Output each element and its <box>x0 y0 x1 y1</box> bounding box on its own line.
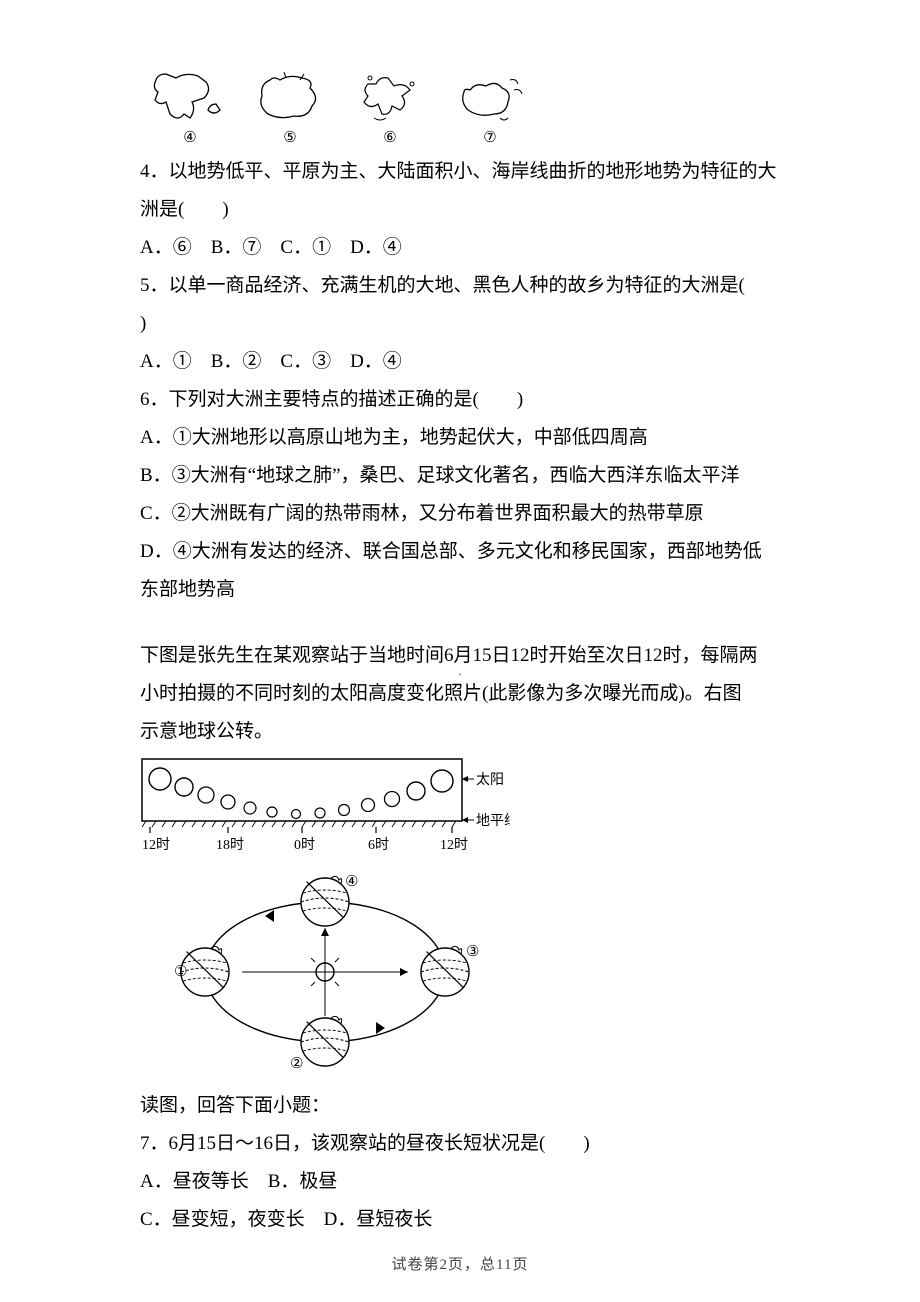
tick-1: 18时 <box>216 837 244 853</box>
earth-orbit-diagram: ① ④ ③ <box>170 872 780 1077</box>
tick-4: 12时 <box>440 837 468 853</box>
q7-row1: A．昼夜等长 B．极昼 <box>140 1163 780 1201</box>
q4-stem: 4．以地势低平、平原为主、大陆面积小、海岸线曲折的地形地势为特征的大洲是( ) <box>140 153 780 229</box>
q7-row2: C．昼变短，夜变长 D．昼短夜长 <box>140 1201 780 1239</box>
continent-7: ⑦ <box>450 70 530 147</box>
tick-3: 6时 <box>368 837 389 853</box>
sun-elevation-chart: 太阳 地平线 <box>140 757 780 862</box>
q6-stem: 6．下列对大洲主要特点的描述正确的是( ) <box>140 381 780 419</box>
q6-opt-c: C．②大洲既有广阔的热带雨林，又分布着世界面积最大的热带草原 <box>140 495 780 533</box>
read-prompt: 读图，回答下面小题： <box>140 1087 780 1125</box>
continent-5: ⑤ <box>250 70 330 147</box>
tick-0: 12时 <box>142 837 170 853</box>
continent-5-label: ⑤ <box>283 128 296 147</box>
orbit-label-3: ③ <box>466 944 479 960</box>
continent-7-label: ⑦ <box>483 128 496 147</box>
continent-6-label: ⑥ <box>383 128 396 147</box>
orbit-label-1: ① <box>174 964 187 980</box>
continent-outline-row: ④ ⑤ ⑥ ⑦ <box>150 70 780 147</box>
sun-label: 太阳 <box>476 772 504 788</box>
orbit-label-2: ② <box>290 1056 303 1072</box>
q4-options: A．⑥ B．⑦ C．① D．④ <box>140 229 780 267</box>
tick-2: 0时 <box>294 837 315 853</box>
continent-6: ⑥ <box>350 70 430 147</box>
q5-stem-a: 5．以单一商品经济、充满生机的大地、黑色人种的故乡为特征的大洲是( <box>140 267 780 305</box>
q6-opt-a: A．①大洲地形以高原山地为主，地势起伏大，中部低四周高 <box>140 419 780 457</box>
passage-line-3: 示意地球公转。 <box>140 713 780 751</box>
center-fold-dot: • <box>458 670 462 681</box>
q5-stem-b: ) <box>140 305 780 343</box>
horizon-label: 地平线 <box>476 813 510 829</box>
continent-4: ④ <box>150 70 230 147</box>
q7-stem: 7．6月15日～16日，该观察站的昼夜长短状况是( ) <box>140 1125 780 1163</box>
continent-4-label: ④ <box>183 128 196 147</box>
q6-opt-b: B．③大洲有“地球之肺”，桑巴、足球文化著名，西临大西洋东临太平洋 <box>140 457 780 495</box>
q6-opt-d: D．④大洲有发达的经济、联合国总部、多元文化和移民国家，西部地势低东部地势高 <box>140 533 780 609</box>
page-footer: 试卷第2页，总11页 <box>0 1253 920 1274</box>
orbit-label-4: ④ <box>345 874 358 890</box>
q5-options: A．① B．② C．③ D．④ <box>140 343 780 381</box>
